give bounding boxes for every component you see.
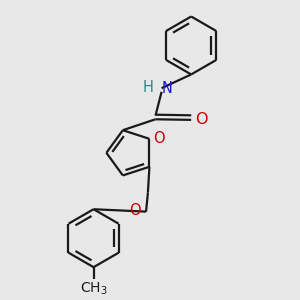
Text: O: O bbox=[195, 112, 208, 128]
Text: H: H bbox=[143, 80, 154, 95]
Text: O: O bbox=[130, 202, 141, 217]
Text: O: O bbox=[153, 131, 165, 146]
Text: CH$_3$: CH$_3$ bbox=[80, 280, 107, 297]
Text: N: N bbox=[162, 81, 172, 96]
